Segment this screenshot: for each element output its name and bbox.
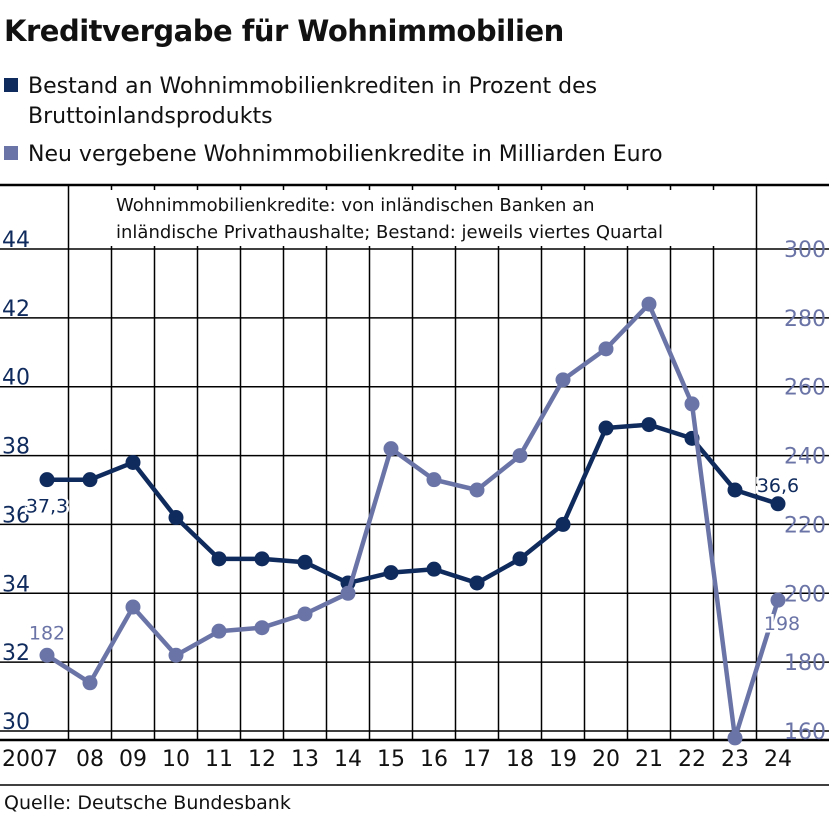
left-tick-label: 36 bbox=[2, 503, 30, 528]
chart-frame bbox=[0, 183, 829, 786]
series-point-1 bbox=[512, 448, 528, 464]
note-line2: inländische Privathaushalte; Bestand: je… bbox=[116, 222, 663, 243]
series-point-1 bbox=[125, 599, 141, 615]
data-label: 37,3 bbox=[26, 496, 68, 518]
note-line1: Wohnimmobilienkredite: von inländischen … bbox=[116, 195, 595, 216]
series-point-0 bbox=[39, 472, 55, 488]
series-point-1 bbox=[555, 372, 571, 388]
x-tick-label: 16 bbox=[420, 747, 448, 772]
right-tick-label: 260 bbox=[784, 376, 826, 401]
x-tick-label: 20 bbox=[592, 747, 620, 772]
series-point-0 bbox=[383, 565, 399, 581]
left-tick-label: 44 bbox=[2, 228, 30, 253]
series-point-1 bbox=[426, 472, 442, 488]
left-tick-label: 40 bbox=[2, 366, 30, 391]
x-tick-label: 23 bbox=[721, 747, 749, 772]
series-line-1 bbox=[45, 301, 781, 741]
left-tick-label: 32 bbox=[2, 641, 30, 666]
series-point-1 bbox=[770, 592, 786, 608]
legend-item-bestand: Bestand an Wohnimmobilienkrediten in Pro… bbox=[4, 72, 597, 132]
data-label: 198 bbox=[764, 613, 800, 635]
right-tick-label: 240 bbox=[784, 445, 826, 470]
right-tick-label: 220 bbox=[784, 513, 826, 538]
series-point-0 bbox=[254, 551, 270, 567]
left-tick-label: 38 bbox=[2, 435, 30, 460]
x-tick-label: 18 bbox=[506, 747, 534, 772]
legend-label-bestand-line1: Bestand an Wohnimmobilienkrediten in Pro… bbox=[28, 74, 598, 99]
series-line-0 bbox=[47, 422, 779, 586]
series-point-1 bbox=[340, 585, 356, 601]
series-point-0 bbox=[727, 482, 743, 498]
left-tick-label: 30 bbox=[2, 710, 30, 735]
left-tick-label: 42 bbox=[2, 297, 30, 322]
series-point-1 bbox=[684, 396, 700, 412]
left-tick-label: 34 bbox=[2, 572, 30, 597]
series-point-0 bbox=[770, 496, 786, 512]
grid bbox=[0, 185, 829, 740]
series-point-0 bbox=[469, 575, 485, 591]
series-point-0 bbox=[168, 510, 184, 526]
series-point-1 bbox=[39, 647, 55, 663]
x-tick-label: 22 bbox=[678, 747, 706, 772]
x-tick-label: 2007 bbox=[2, 747, 58, 772]
x-tick-label: 08 bbox=[76, 747, 104, 772]
x-tick-label: 13 bbox=[291, 747, 319, 772]
x-tick-label: 10 bbox=[162, 747, 190, 772]
x-tick-label: 09 bbox=[119, 747, 147, 772]
series-point-1 bbox=[641, 296, 657, 312]
x-tick-label: 11 bbox=[205, 747, 233, 772]
legend-label-bestand-line2: Bruttoinlandsprodukts bbox=[28, 104, 273, 129]
series-point-0 bbox=[512, 551, 528, 567]
series-point-1 bbox=[82, 675, 98, 691]
series-point-1 bbox=[254, 620, 270, 636]
data-label: 36,6 bbox=[757, 475, 799, 497]
ticks-layer: 30 32 34 36 38 40 42 44 160 180 200 220 240 260 280 300… bbox=[2, 228, 826, 772]
x-tick-label: 17 bbox=[463, 747, 491, 772]
series-point-0 bbox=[82, 472, 98, 488]
series-point-0 bbox=[426, 561, 442, 577]
series-point-1 bbox=[211, 623, 227, 639]
source-note: Quelle: Deutsche Bundesbank bbox=[4, 792, 291, 814]
note-background bbox=[90, 190, 736, 246]
x-tick-label: 14 bbox=[334, 747, 362, 772]
series-point-0 bbox=[641, 417, 657, 433]
annotation-layer: 37,3 36,6 182 198 bbox=[23, 472, 802, 646]
legend-item-neu: Neu vergebene Wohnimmobilienkredite in M… bbox=[4, 140, 663, 170]
x-tick-label: 19 bbox=[549, 747, 577, 772]
legend-swatch-bestand bbox=[4, 78, 18, 92]
x-tick-label: 12 bbox=[248, 747, 276, 772]
series-point-1 bbox=[383, 441, 399, 457]
chart-title: Kreditvergabe für Wohnimmobilien bbox=[4, 14, 564, 48]
series-point-0 bbox=[297, 554, 313, 570]
legend-swatch-neu bbox=[4, 146, 18, 160]
right-tick-label: 280 bbox=[784, 307, 826, 332]
series-point-0 bbox=[555, 516, 571, 532]
series-point-0 bbox=[598, 420, 614, 436]
series-point-1 bbox=[598, 341, 614, 357]
series-point-1 bbox=[727, 730, 743, 746]
x-tick-label: 24 bbox=[764, 747, 792, 772]
series-point-0 bbox=[125, 454, 141, 470]
right-tick-label: 180 bbox=[784, 651, 826, 676]
x-tick-label: 15 bbox=[377, 747, 405, 772]
legend-label-neu: Neu vergebene Wohnimmobilienkredite in M… bbox=[28, 142, 663, 167]
right-tick-label: 300 bbox=[784, 238, 826, 263]
x-tick-label: 21 bbox=[635, 747, 663, 772]
series-point-1 bbox=[297, 606, 313, 622]
series-layer bbox=[39, 296, 786, 746]
right-tick-label: 200 bbox=[784, 582, 826, 607]
series-point-0 bbox=[211, 551, 227, 567]
right-tick-label: 160 bbox=[784, 720, 826, 745]
data-label: 182 bbox=[29, 622, 65, 644]
series-point-1 bbox=[168, 647, 184, 663]
series-point-1 bbox=[469, 482, 485, 498]
